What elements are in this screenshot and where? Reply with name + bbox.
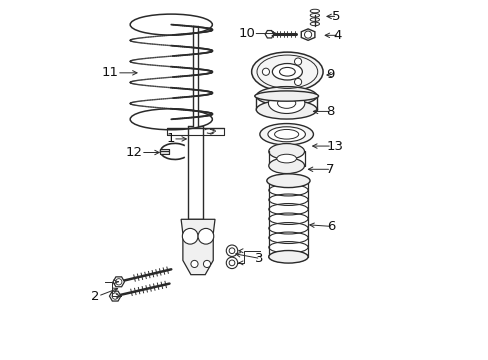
Ellipse shape	[268, 93, 304, 113]
Ellipse shape	[268, 144, 304, 159]
Ellipse shape	[266, 174, 309, 188]
Text: 12: 12	[125, 146, 142, 159]
Circle shape	[190, 260, 198, 267]
Text: 8: 8	[325, 105, 334, 118]
Ellipse shape	[268, 251, 307, 263]
Text: 3: 3	[255, 252, 263, 265]
Ellipse shape	[277, 98, 295, 108]
Ellipse shape	[274, 130, 298, 139]
Circle shape	[226, 245, 237, 256]
Ellipse shape	[256, 87, 316, 105]
Circle shape	[294, 78, 301, 86]
Text: 9: 9	[325, 68, 334, 81]
Ellipse shape	[256, 100, 316, 119]
Circle shape	[229, 248, 234, 253]
Ellipse shape	[259, 123, 313, 145]
Bar	[160, 149, 168, 154]
Circle shape	[198, 228, 213, 244]
Text: 11: 11	[102, 66, 119, 79]
Polygon shape	[301, 29, 314, 40]
Ellipse shape	[267, 127, 305, 142]
Circle shape	[229, 260, 234, 266]
Polygon shape	[181, 219, 215, 275]
Circle shape	[262, 68, 269, 75]
Text: 1: 1	[166, 132, 175, 145]
Text: 10: 10	[238, 27, 255, 40]
Ellipse shape	[276, 154, 296, 163]
Text: 4: 4	[333, 29, 342, 42]
Text: 13: 13	[326, 140, 343, 153]
Ellipse shape	[268, 158, 304, 174]
Ellipse shape	[254, 91, 318, 101]
Ellipse shape	[279, 67, 295, 76]
Ellipse shape	[251, 52, 323, 91]
Text: 5: 5	[331, 10, 340, 23]
Text: 7: 7	[325, 163, 334, 176]
Ellipse shape	[272, 63, 302, 80]
Text: 2: 2	[91, 289, 100, 303]
Circle shape	[226, 257, 237, 269]
Polygon shape	[264, 31, 273, 38]
Circle shape	[203, 260, 210, 267]
Polygon shape	[109, 291, 121, 301]
Text: 6: 6	[326, 220, 334, 233]
Circle shape	[182, 228, 198, 244]
Polygon shape	[113, 277, 124, 287]
Circle shape	[294, 58, 301, 65]
Circle shape	[304, 31, 311, 38]
